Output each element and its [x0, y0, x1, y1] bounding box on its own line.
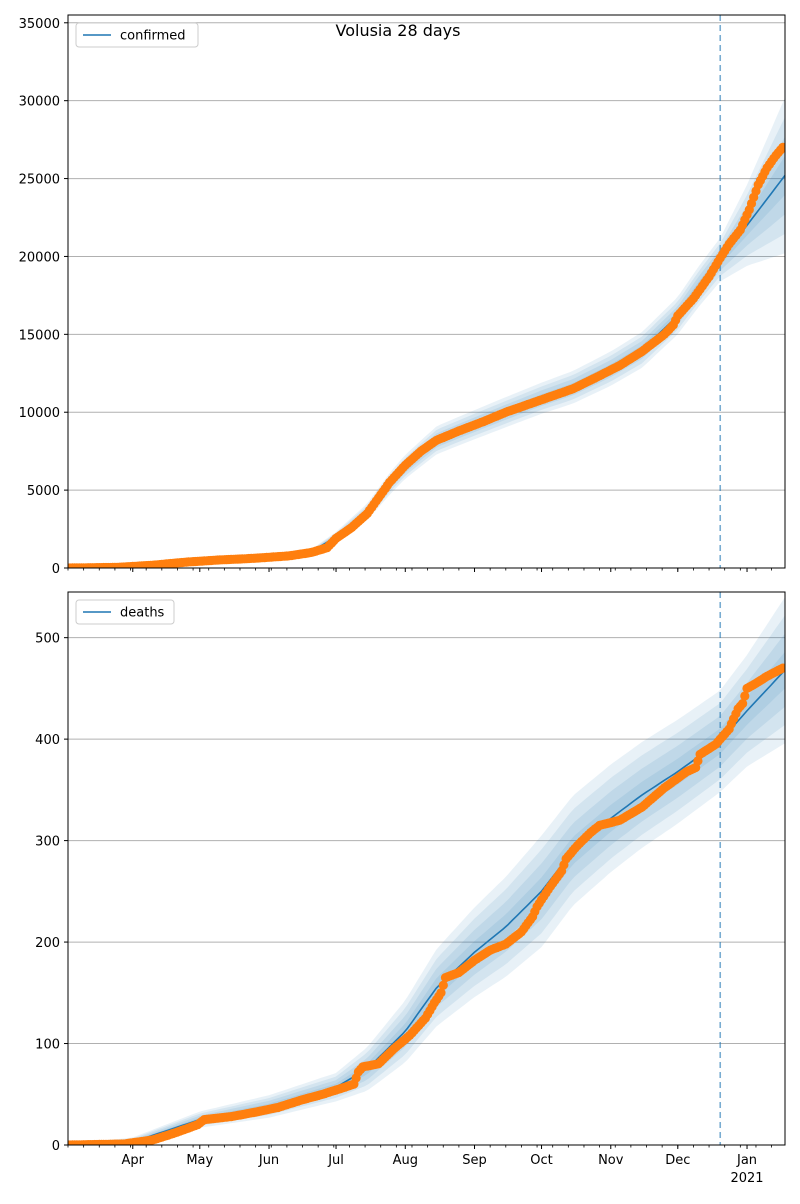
- plot-area: [68, 15, 785, 568]
- chart-title: Volusia 28 days: [336, 21, 461, 40]
- legend-box: [75, 599, 175, 625]
- y-tick-label: 20000: [19, 250, 60, 265]
- y-tick-label: 400: [35, 733, 60, 748]
- y-tick-label: 500: [35, 632, 60, 647]
- observed-point: [438, 980, 448, 990]
- x-tick-label: Sep: [462, 1153, 487, 1168]
- x-tick-label: Jan: [736, 1153, 757, 1168]
- uncertainty-band-3: [68, 136, 785, 568]
- observed-point: [738, 699, 748, 709]
- observed-point: [778, 142, 785, 152]
- y-tick-label: 30000: [19, 95, 60, 110]
- y-tick-label: 25000: [19, 173, 60, 188]
- uncertainty-band-2: [68, 117, 785, 568]
- x-tick-label: May: [186, 1153, 213, 1168]
- uncertainty-band-1: [68, 597, 785, 1145]
- y-tick-label: 100: [35, 1038, 60, 1053]
- deaths-panel: 0 100 200 300 400 500 Apr May Jun Jul Aug Sep Oct Nov…: [35, 591, 786, 1186]
- x-tick-label: Jun: [258, 1153, 279, 1168]
- legend-label: confirmed: [120, 29, 186, 44]
- x-tick-label: Oct: [530, 1153, 552, 1168]
- uncertainty-band-2: [68, 615, 785, 1145]
- model-line: [68, 174, 785, 568]
- observed-point: [740, 691, 750, 701]
- y-tick-label: 15000: [19, 328, 60, 343]
- x-tick-label: Apr: [122, 1153, 145, 1168]
- axes-frame: [67, 14, 786, 569]
- y-tick-label: 10000: [19, 406, 60, 421]
- y-tick-label: 35000: [19, 17, 60, 32]
- x-tick-sublabel: 2021: [730, 1171, 763, 1186]
- confirmed-panel: 0 5000 10000 15000 20000 25000 30000 35000 confi…: [19, 14, 786, 577]
- uncertainty-band-3: [68, 633, 785, 1145]
- legend-label: deaths: [120, 606, 165, 621]
- x-tick-label: Jul: [327, 1153, 344, 1168]
- x-tick-label: Nov: [598, 1153, 624, 1168]
- observed-point: [436, 988, 446, 998]
- y-tick-label: 0: [52, 1139, 60, 1154]
- y-tick-label: 300: [35, 835, 60, 850]
- axes-frame: [67, 591, 786, 1146]
- legend-box: [75, 22, 199, 48]
- y-tick-label: 5000: [27, 484, 60, 499]
- uncertainty-band-1: [68, 97, 785, 568]
- uncertainty-band-4: [68, 156, 785, 568]
- legend: deaths: [75, 599, 175, 625]
- y-tick-label: 0: [52, 562, 60, 577]
- legend: confirmed: [75, 22, 199, 48]
- observed-point: [778, 663, 785, 673]
- plot-area: [68, 592, 785, 1145]
- y-tick-label: 200: [35, 936, 60, 951]
- x-tick-label: Dec: [665, 1153, 690, 1168]
- x-tick-label: Aug: [393, 1153, 418, 1168]
